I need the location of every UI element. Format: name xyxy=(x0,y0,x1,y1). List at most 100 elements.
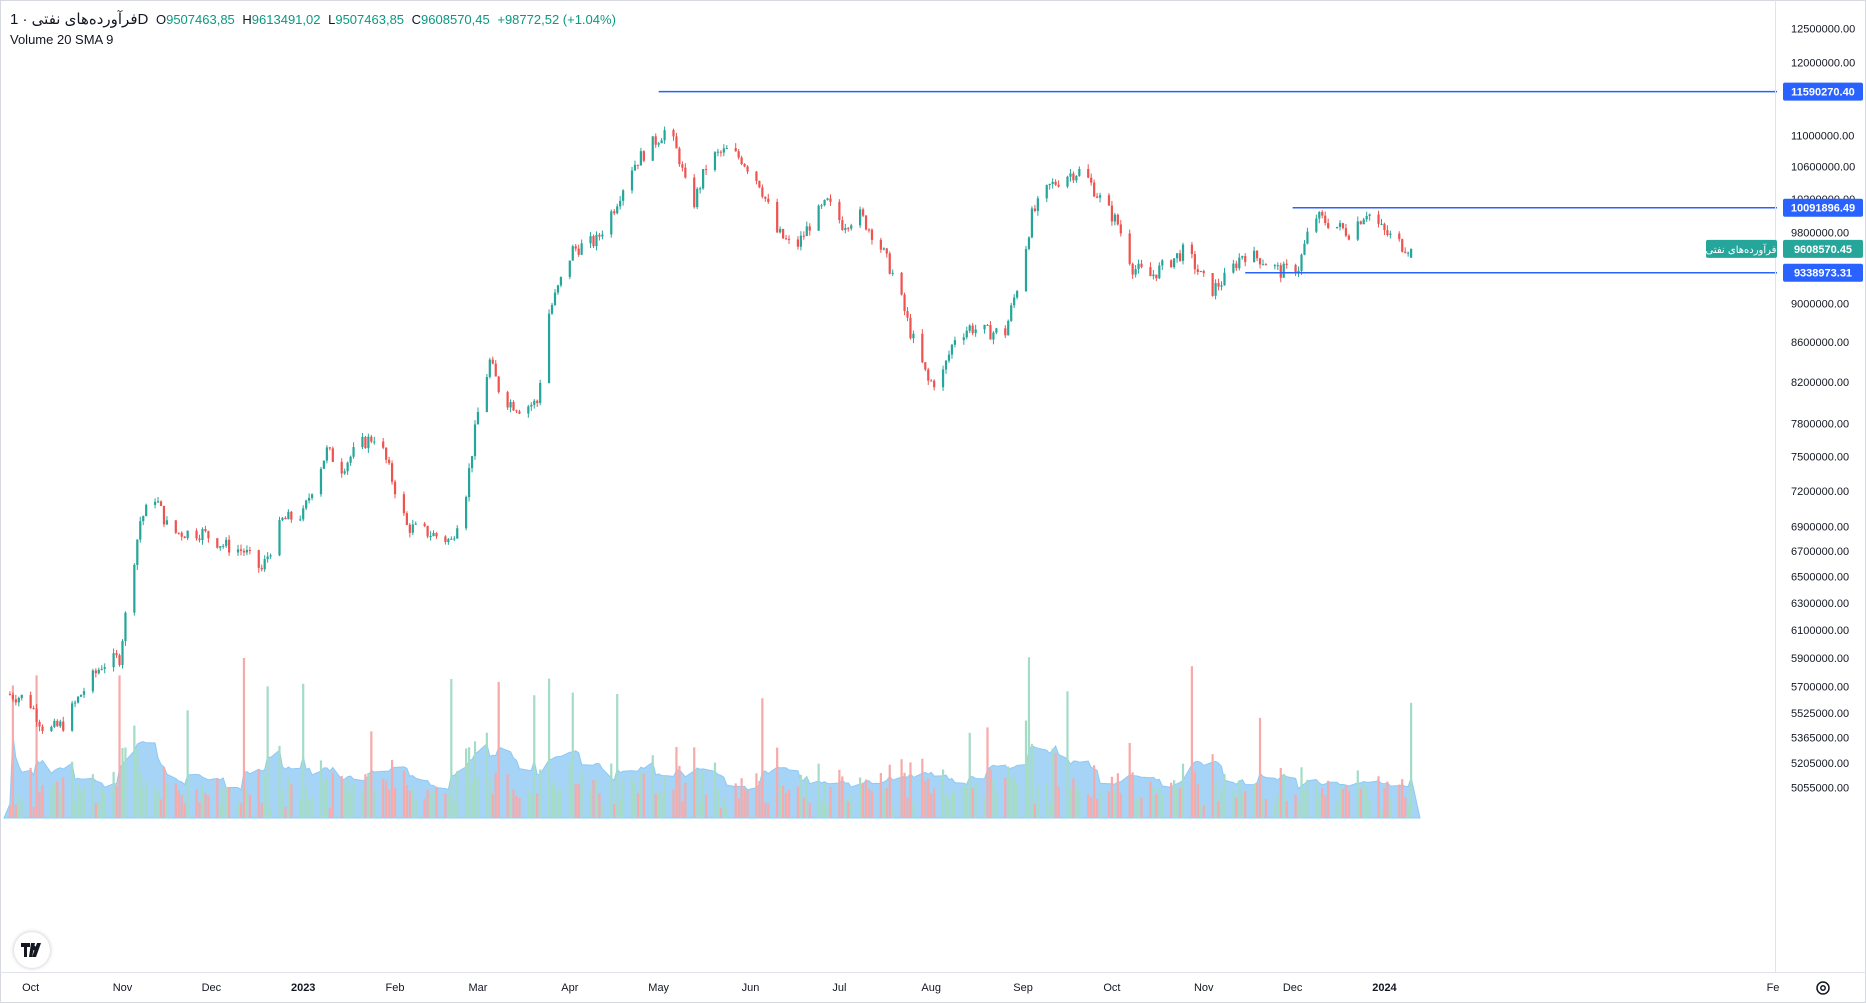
volume-bar xyxy=(20,800,23,818)
candle-body xyxy=(1048,183,1051,186)
candle-body xyxy=(494,363,497,377)
candle-body xyxy=(787,238,791,240)
symbol-name-label: فرآورده‌های نفتی xyxy=(1706,243,1777,256)
candle-body xyxy=(657,143,660,145)
candle-body xyxy=(761,187,764,197)
settings-gear-icon[interactable] xyxy=(1813,978,1833,998)
candle-body xyxy=(467,468,471,498)
volume-bar xyxy=(139,772,142,818)
volume-bar xyxy=(1093,765,1096,818)
candle-body xyxy=(97,669,100,674)
volume-bar xyxy=(485,732,488,818)
candle-body xyxy=(950,344,954,355)
candle-body xyxy=(817,205,820,231)
volume-bar xyxy=(91,774,94,818)
candle-body xyxy=(456,528,459,539)
volume-bar xyxy=(651,755,654,818)
symbol-title[interactable]: فرآورده‌های نفتی · 1D xyxy=(10,11,149,28)
volume-bar xyxy=(245,789,249,818)
candle-body xyxy=(367,436,370,449)
candle-body xyxy=(444,536,447,542)
volume-bar xyxy=(722,797,725,818)
candle-body xyxy=(1273,265,1276,267)
volume-bar xyxy=(41,784,44,818)
volume-bar xyxy=(325,778,329,818)
candle-body xyxy=(799,235,802,247)
candle-body xyxy=(1131,263,1134,275)
volume-bar xyxy=(1347,790,1351,818)
volume-bar xyxy=(1341,789,1345,818)
candle-body xyxy=(236,549,240,553)
volume-bar xyxy=(761,698,764,818)
candle-body xyxy=(781,229,785,239)
volume-bar xyxy=(1030,743,1034,818)
candle-body xyxy=(497,376,500,393)
candle-body xyxy=(228,539,231,553)
candle-body xyxy=(1004,328,1007,336)
horizontal-lines[interactable] xyxy=(658,90,1777,274)
volume-bar xyxy=(574,784,577,818)
volume-bar xyxy=(426,789,429,818)
price-axis[interactable]: 12500000.00 12000000.00 11000000.00 1060000… xyxy=(1791,23,1855,794)
volume-bar xyxy=(1087,794,1090,818)
volume-bar xyxy=(198,802,201,818)
volume-bar xyxy=(1410,702,1413,818)
volume-bar xyxy=(633,782,637,818)
volume-bar xyxy=(681,801,684,818)
volume-bar xyxy=(361,792,364,818)
open-value: 9507463,85 xyxy=(166,12,235,27)
volume-bar xyxy=(1297,801,1300,818)
candle-body xyxy=(861,209,865,216)
candle-body xyxy=(888,253,891,274)
candle-body xyxy=(156,501,160,503)
volume-bar xyxy=(672,789,675,818)
volume-bar xyxy=(947,798,951,818)
candle-body xyxy=(1202,270,1205,274)
volume-bar xyxy=(859,777,862,818)
volume-bar xyxy=(630,775,634,818)
last-price-badge xyxy=(1783,239,1863,258)
volume-bar xyxy=(826,804,829,818)
volume-bar xyxy=(1252,783,1256,818)
candle-body xyxy=(870,229,874,240)
candle-body xyxy=(826,198,829,200)
volume-bar xyxy=(808,802,811,818)
candle-body xyxy=(672,130,675,137)
volume-bar xyxy=(1007,766,1010,818)
low-value: 9507463,85 xyxy=(335,12,405,27)
volume-bar xyxy=(429,794,432,818)
candle-body xyxy=(91,670,94,692)
candle-body xyxy=(776,201,779,233)
time-axis[interactable]: Oct Nov Dec 2023 Feb Mar Apr May Jun Jul Aug Sep Oct… xyxy=(22,982,1779,994)
candle-body xyxy=(373,441,376,443)
candle-body xyxy=(242,550,246,553)
volume-bar xyxy=(509,791,512,818)
price-tick-label: 5900000.00 xyxy=(1791,653,1849,665)
candle-body xyxy=(201,529,204,541)
volume-bar xyxy=(1033,803,1037,818)
candle-body xyxy=(850,225,853,229)
volume-bar xyxy=(180,794,183,818)
close-value: 9608570,45 xyxy=(421,12,490,27)
volume-legend[interactable]: Volume 20 SMA 9 xyxy=(10,32,114,47)
volume-bar xyxy=(802,797,805,818)
volume-bar xyxy=(1368,800,1371,818)
candle-body xyxy=(1401,239,1404,252)
candle-body xyxy=(533,400,536,405)
volume-bar xyxy=(636,792,640,818)
volume-bar xyxy=(1232,790,1235,818)
volume-bar xyxy=(1078,790,1081,818)
candle-body xyxy=(322,460,326,469)
candle-body xyxy=(1013,297,1016,306)
volume-bar xyxy=(660,792,663,818)
candle-body xyxy=(325,447,329,461)
volume-bar xyxy=(103,793,106,818)
candle-body xyxy=(1220,285,1223,287)
tradingview-logo-icon[interactable] xyxy=(14,932,50,968)
candle-body xyxy=(73,702,77,704)
candle-body xyxy=(103,667,106,669)
candle-body xyxy=(539,382,542,404)
volume-bar xyxy=(1279,768,1282,818)
candle-body xyxy=(927,369,930,381)
